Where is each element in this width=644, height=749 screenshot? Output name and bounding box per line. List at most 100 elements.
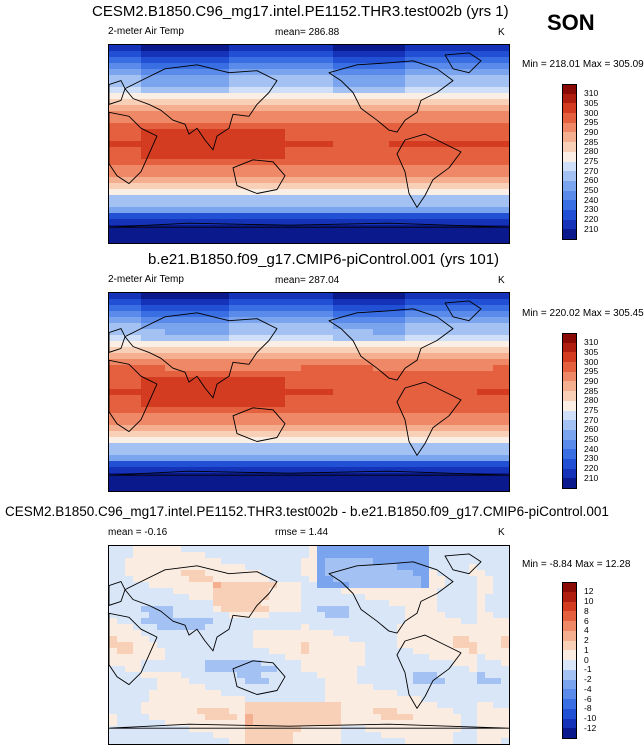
- field-cell: [501, 708, 509, 715]
- field-cell: [261, 413, 270, 420]
- field-cell: [189, 171, 198, 178]
- field-cell: [229, 485, 238, 491]
- field-cell: [173, 159, 182, 166]
- field-cell: [229, 473, 238, 480]
- field-cell: [173, 383, 182, 390]
- field-cell: [325, 51, 334, 58]
- field-cell: [365, 419, 374, 426]
- field-cell: [293, 135, 302, 142]
- field-cell: [125, 153, 134, 160]
- field-cell: [213, 117, 222, 124]
- field-cell: [429, 45, 438, 52]
- field-cell: [149, 105, 158, 112]
- field-cell: [493, 105, 502, 112]
- field-cell: [253, 708, 262, 715]
- field-cell: [341, 437, 350, 444]
- field-cell: [197, 449, 206, 456]
- field-cell: [149, 461, 158, 468]
- field-cell: [461, 323, 470, 330]
- field-cell: [173, 237, 182, 243]
- field-cell: [349, 317, 358, 324]
- field-cell: [293, 684, 302, 691]
- field-cell: [133, 93, 142, 100]
- field-cell: [117, 443, 126, 450]
- field-cell: [485, 69, 494, 76]
- field-cell: [373, 87, 382, 94]
- field-cell: [109, 654, 118, 661]
- field-cell: [405, 618, 414, 625]
- field-cell: [309, 720, 318, 727]
- field-cell: [413, 141, 422, 148]
- field-cell: [261, 57, 270, 64]
- field-cell: [317, 195, 326, 202]
- field-cell: [205, 45, 214, 52]
- field-cell: [301, 171, 310, 178]
- field-cell: [213, 99, 222, 106]
- field-cell: [477, 726, 486, 733]
- field-cell: [485, 636, 494, 643]
- field-cell: [285, 189, 294, 196]
- field-cell: [189, 201, 198, 208]
- field-cell: [309, 582, 318, 589]
- field-cell: [109, 660, 118, 667]
- field-cell: [325, 612, 334, 619]
- field-cell: [405, 690, 414, 697]
- field-cell: [389, 455, 398, 462]
- colorbar-tick-label: 305: [584, 346, 599, 357]
- field-cell: [405, 594, 414, 601]
- field-cell: [285, 63, 294, 70]
- field-cell: [349, 546, 358, 553]
- field-cell: [285, 147, 294, 154]
- field-cell: [157, 443, 166, 450]
- field-cell: [221, 117, 230, 124]
- field-cell: [197, 570, 206, 577]
- field-cell: [149, 93, 158, 100]
- field-cell: [197, 305, 206, 312]
- field-cell: [469, 353, 478, 360]
- field-cell: [165, 618, 174, 625]
- field-cell: [221, 171, 230, 178]
- field-cell: [205, 594, 214, 601]
- field-cell: [293, 726, 302, 733]
- field-cell: [117, 558, 126, 565]
- field-cell: [261, 714, 270, 721]
- field-cell: [309, 389, 318, 396]
- field-cell: [269, 696, 278, 703]
- field-cell: [149, 383, 158, 390]
- field-cell: [349, 654, 358, 661]
- field-cell: [397, 642, 406, 649]
- field-cell: [205, 201, 214, 208]
- field-cell: [205, 195, 214, 202]
- field-cell: [429, 606, 438, 613]
- field-cell: [421, 696, 430, 703]
- field-cell: [253, 582, 262, 589]
- field-cell: [181, 225, 190, 232]
- field-cell: [469, 335, 478, 342]
- field-cell: [133, 317, 142, 324]
- field-cell: [149, 654, 158, 661]
- field-cell: [421, 588, 430, 595]
- field-cell: [293, 147, 302, 154]
- field-cell: [485, 678, 494, 685]
- field-cell: [357, 630, 366, 637]
- field-cell: [349, 696, 358, 703]
- field-cell: [485, 231, 494, 238]
- field-cell: [277, 335, 286, 342]
- field-cell: [205, 171, 214, 178]
- field-cell: [365, 371, 374, 378]
- field-cell: [237, 570, 246, 577]
- field-cell: [477, 323, 486, 330]
- field-cell: [189, 690, 198, 697]
- field-cell: [149, 341, 158, 348]
- field-cell: [133, 660, 142, 667]
- field-cell: [109, 57, 118, 64]
- field-cell: [125, 401, 134, 408]
- field-cell: [237, 293, 246, 300]
- field-cell: [173, 75, 182, 82]
- field-cell: [317, 323, 326, 330]
- field-cell: [413, 117, 422, 124]
- field-cell: [493, 708, 502, 715]
- field-cell: [301, 105, 310, 112]
- field-cell: [149, 413, 158, 420]
- field-cell: [261, 636, 270, 643]
